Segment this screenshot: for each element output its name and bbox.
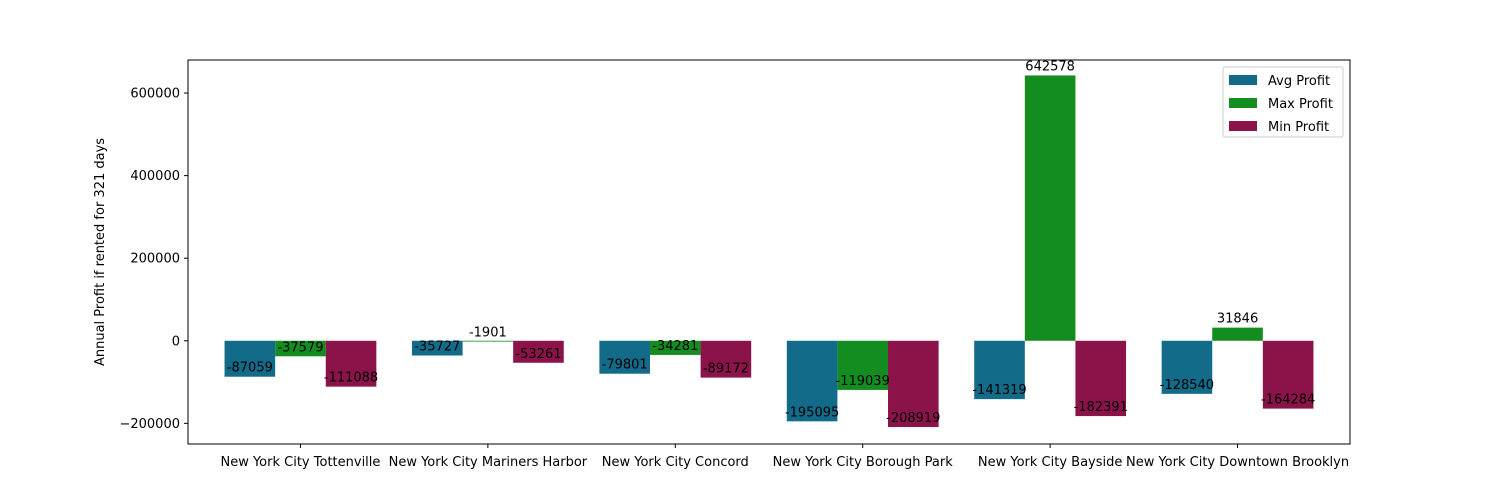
legend-swatch (1229, 75, 1257, 85)
bar-max-profit-1 (462, 340, 514, 342)
legend: Avg Profit Max Profit Min Profit (1222, 66, 1344, 138)
bar-max-profit-0 (275, 340, 326, 357)
bar-value-label: -182391 (1074, 400, 1128, 415)
bar-avg-profit-4 (974, 340, 1025, 400)
bar-min-profit-3 (888, 340, 939, 428)
bar-max-profit-3 (837, 340, 889, 390)
bar-value-label: -164284 (1261, 393, 1315, 408)
bar-min-profit-5 (1262, 340, 1314, 409)
x-tick-label: New York City Mariners Harbor (389, 455, 588, 470)
bar-min-profit-1 (513, 340, 564, 363)
y-tick-label: 0 (172, 334, 180, 349)
legend-label: Min Profit (1268, 120, 1329, 135)
x-tick-label: New York City Concord (602, 455, 749, 470)
bar-value-label: -141319 (972, 383, 1026, 398)
x-tick-label: New York City Bayside (978, 455, 1123, 470)
bar-value-label: -79801 (602, 358, 648, 373)
bar-value-label: -1901 (469, 326, 507, 341)
y-tick-label: 200000 (130, 252, 180, 267)
bar-value-label: -37579 (277, 340, 323, 355)
bar-min-profit-0 (325, 340, 377, 387)
y-tick-label: 600000 (130, 87, 180, 102)
plot-area (188, 60, 1350, 444)
bar-avg-profit-0 (224, 340, 276, 377)
bar-max-profit-5 (1212, 327, 1263, 341)
bar-value-label: -195095 (785, 405, 839, 420)
bar-value-label: -87059 (227, 361, 273, 376)
y-axis-label: Annual Profit if rented for 321 days (93, 138, 108, 366)
bar-value-label: -89172 (703, 362, 749, 377)
bar-value-label: -35727 (414, 340, 460, 355)
legend-label: Avg Profit (1268, 74, 1330, 89)
bar-avg-profit-5 (1161, 340, 1213, 394)
bar-value-label: 31846 (1217, 312, 1258, 327)
bar-avg-profit-2 (599, 340, 650, 374)
bar-min-profit-2 (700, 340, 752, 378)
bar-max-profit-2 (649, 340, 701, 355)
bar-value-label: -119039 (836, 374, 890, 389)
x-tick-label: New York City Borough Park (773, 455, 954, 470)
bar-avg-profit-3 (786, 340, 838, 422)
y-tick-label: −200000 (119, 417, 180, 432)
bar-min-profit-4 (1075, 340, 1127, 417)
bar-avg-profit-1 (411, 340, 463, 356)
legend-label: Max Profit (1268, 97, 1333, 112)
bar-value-label: 642578 (1025, 59, 1075, 74)
plot-frame (187, 59, 1351, 445)
bar-value-label: -53261 (515, 347, 561, 362)
bar-max-profit-4 (1024, 75, 1076, 341)
y-tick-label: 400000 (130, 169, 180, 184)
bar-value-label: -111088 (324, 371, 378, 386)
legend-swatch (1229, 98, 1257, 108)
x-tick-label: New York City Tottenville (220, 455, 380, 470)
bar-value-label: -208919 (886, 411, 940, 426)
bar-value-label: -34281 (652, 339, 698, 354)
legend-swatch (1229, 121, 1257, 131)
bar-value-label: -128540 (1160, 378, 1214, 393)
x-tick-label: New York City Downtown Brooklyn (1126, 455, 1349, 470)
